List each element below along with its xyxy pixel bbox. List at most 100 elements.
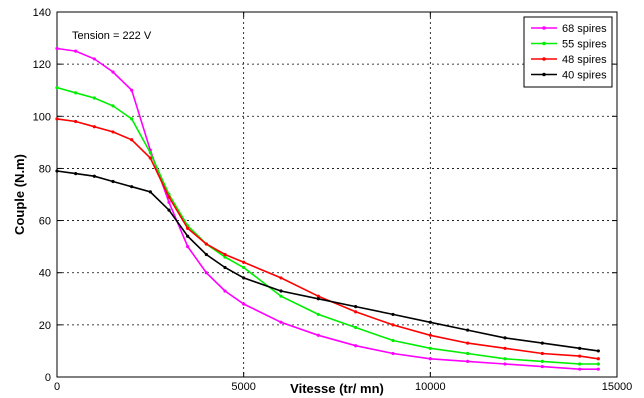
data-point [279, 294, 283, 298]
legend-item: 68 spires [531, 23, 607, 35]
data-point [391, 312, 395, 317]
data-point [223, 252, 227, 257]
data-point [503, 346, 507, 350]
x-axis-title: Vitesse (tr/ mn) [290, 381, 384, 396]
data-point [578, 346, 582, 350]
data-point [316, 333, 320, 337]
data-point [428, 357, 432, 361]
data-point [111, 130, 115, 134]
data-point [148, 151, 152, 155]
data-point [503, 336, 507, 340]
data-point [74, 91, 78, 95]
series-0 [55, 46, 600, 371]
data-point [204, 271, 208, 275]
data-point [242, 302, 246, 306]
data-point [204, 252, 208, 257]
y-tick-label: 80 [39, 163, 51, 175]
data-point [596, 349, 600, 353]
legend-item: 48 spires [531, 54, 607, 66]
data-point [167, 200, 171, 204]
y-tick-label: 0 [45, 372, 51, 384]
data-point [130, 185, 134, 189]
series-1 [55, 86, 600, 366]
data-point [223, 255, 227, 259]
legend-label: 68 spires [562, 23, 607, 35]
legend-marker [542, 41, 546, 46]
data-point [578, 367, 582, 371]
y-tick-label: 100 [33, 111, 51, 123]
data-series [55, 46, 600, 371]
data-point [540, 341, 544, 345]
data-point [130, 138, 134, 142]
series-3 [55, 169, 600, 353]
data-point [130, 117, 134, 121]
data-point [167, 208, 171, 212]
data-point [186, 226, 190, 230]
data-point [242, 265, 246, 270]
data-point [111, 70, 115, 74]
data-point [279, 320, 283, 324]
data-point [540, 359, 544, 363]
legend-box [523, 16, 613, 88]
data-point [596, 367, 600, 371]
data-point [354, 344, 358, 348]
data-point [148, 156, 152, 160]
data-point [391, 323, 395, 327]
data-point [316, 294, 320, 298]
data-point [92, 125, 96, 129]
legend-label: 40 spires [562, 70, 607, 82]
data-point [578, 354, 582, 358]
data-point [428, 320, 432, 324]
data-point [55, 46, 59, 51]
data-point [466, 341, 470, 345]
data-point [540, 351, 544, 356]
data-point [391, 338, 395, 343]
data-point [578, 362, 582, 366]
data-point [92, 96, 96, 100]
data-point [111, 104, 115, 108]
legend-marker [542, 26, 546, 30]
legend-item: 55 spires [531, 39, 607, 51]
data-point [391, 351, 395, 356]
y-tick-label: 40 [39, 268, 51, 280]
data-point [540, 364, 544, 369]
data-point [74, 172, 78, 176]
data-point [223, 265, 227, 270]
data-point [428, 346, 432, 350]
x-tick-label: 0 [54, 381, 60, 393]
data-point [74, 49, 78, 53]
data-point [92, 174, 96, 178]
data-point [279, 289, 283, 293]
plot-frame [56, 11, 618, 378]
data-point [503, 357, 507, 361]
data-point [92, 57, 96, 61]
y-tick-label: 120 [33, 59, 51, 71]
data-point [186, 245, 190, 249]
data-point [354, 310, 358, 314]
data-point [466, 359, 470, 363]
data-point [74, 119, 78, 124]
data-point [354, 305, 358, 309]
data-point [204, 242, 208, 246]
data-point [316, 312, 320, 317]
series-2 [55, 117, 600, 361]
data-point [466, 328, 470, 332]
legend-marker [542, 72, 546, 77]
y-tick-label: 140 [33, 7, 51, 19]
data-point [466, 351, 470, 356]
data-point [111, 179, 115, 184]
x-tick-label: 15000 [602, 381, 633, 393]
data-point [316, 297, 320, 301]
legend-label: 48 spires [562, 54, 607, 66]
data-point [55, 117, 59, 121]
legend-marker [542, 57, 546, 61]
x-tick-label: 10000 [415, 381, 446, 393]
data-point [354, 325, 358, 330]
data-point [242, 260, 246, 264]
axis-ticks: 0 5000 10000 15000 0 20 40 60 80 100 120 140 [33, 7, 633, 393]
data-point [596, 357, 600, 361]
data-point [186, 234, 190, 238]
legend-label: 55 spires [562, 39, 607, 51]
